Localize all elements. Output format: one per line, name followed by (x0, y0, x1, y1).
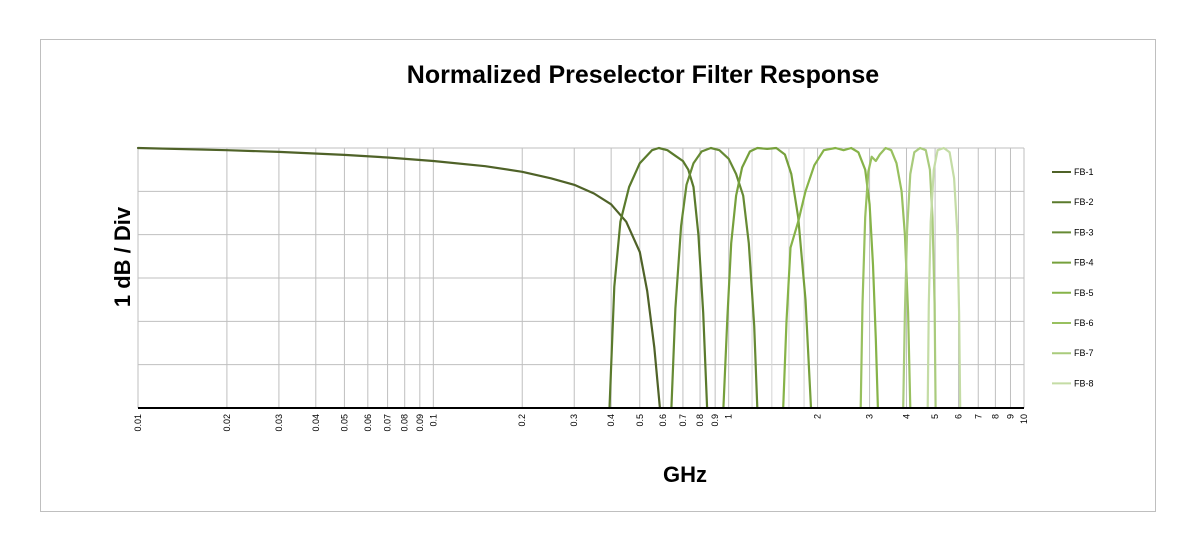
x-tick-label: 0.6 (658, 414, 668, 427)
x-tick-label: 0.06 (363, 414, 373, 432)
legend-label-fb-4: FB-4 (1074, 258, 1094, 268)
x-tick-label: 1 (724, 414, 734, 419)
legend-label-fb-8: FB-8 (1074, 378, 1094, 388)
x-tick-label: 0.05 (339, 414, 349, 432)
x-tick-label: 0.08 (400, 414, 410, 432)
series-line-fb-5 (782, 146, 879, 410)
series-line-fb-8 (926, 146, 962, 410)
x-tick-label: 6 (954, 414, 964, 419)
chart-svg: Normalized Preselector Filter Response 0… (110, 61, 1094, 487)
x-tick-label: 0.2 (517, 414, 527, 427)
legend: FB-1 FB-2 FB-3 FB-4 FB-5 FB-6 FB-7 FB-8 (1052, 167, 1094, 388)
x-tick-label: 0.9 (710, 414, 720, 427)
legend-label-fb-3: FB-3 (1074, 227, 1094, 237)
x-tick-label: 3 (865, 414, 875, 419)
legend-label-fb-1: FB-1 (1074, 167, 1094, 177)
series-line-fb-1 (136, 146, 661, 410)
y-axis-label: 1 dB / Div (110, 206, 135, 307)
series-line-fb-2 (608, 146, 709, 410)
x-tick-label: 8 (990, 414, 1000, 419)
chart-frame: Normalized Preselector Filter Response 0… (40, 39, 1156, 512)
x-tick-label: 0.04 (311, 414, 321, 432)
legend-label-fb-7: FB-7 (1074, 348, 1094, 358)
x-tick-label: 0.3 (569, 414, 579, 427)
x-tick-label: 5 (930, 414, 940, 419)
x-tick-label: 0.09 (415, 414, 425, 432)
x-tick-label: 4 (902, 414, 912, 419)
x-tick-label: 0.4 (606, 414, 616, 427)
legend-label-fb-6: FB-6 (1074, 318, 1094, 328)
x-tick-label: 0.5 (635, 414, 645, 427)
x-tick-label: 2 (813, 414, 823, 419)
x-tick-label: 0.8 (695, 414, 705, 427)
x-tick-label: 0.02 (222, 414, 232, 432)
x-tick-label: 10 (1019, 414, 1029, 424)
x-tick-label: 7 (973, 414, 983, 419)
x-tick-label: 0.7 (678, 414, 688, 427)
x-tick-label: 0.03 (274, 414, 284, 432)
series-line-fb-4 (722, 146, 813, 410)
series-line-fb-3 (670, 146, 759, 410)
series-line-fb-7 (902, 146, 937, 410)
plot-grid (137, 147, 1025, 409)
legend-label-fb-5: FB-5 (1074, 288, 1094, 298)
x-axis-label: GHz (663, 462, 707, 487)
x-tick-label: 0.07 (383, 414, 393, 432)
x-tick-label: 0.01 (133, 414, 143, 432)
x-tick-label: 0.1 (428, 414, 438, 427)
series-layer (136, 146, 962, 410)
chart-title: Normalized Preselector Filter Response (407, 61, 879, 89)
series-line-fb-6 (859, 146, 912, 410)
x-tick-label: 9 (1006, 414, 1016, 419)
legend-label-fb-2: FB-2 (1074, 197, 1094, 207)
x-tick-labels: 0.01 0.02 0.03 0.04 0.05 0.06 0.07 0.08 0.09 0.1 0… (133, 414, 1029, 432)
